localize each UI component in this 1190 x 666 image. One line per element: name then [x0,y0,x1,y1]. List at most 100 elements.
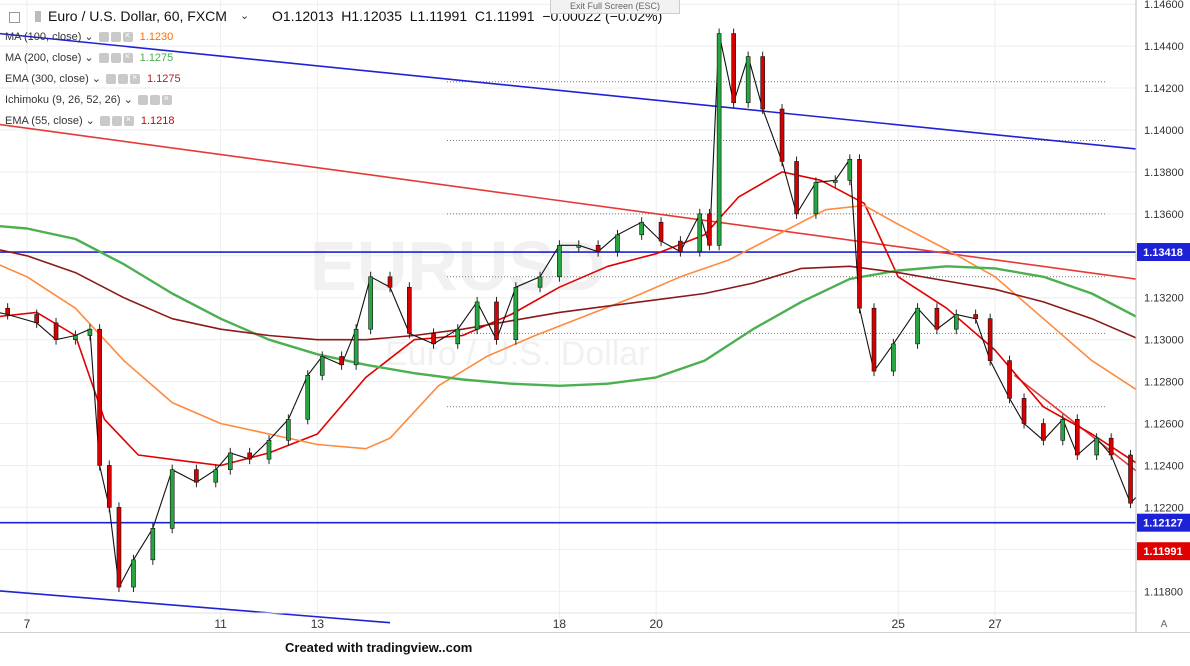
candle-body [731,33,736,104]
price-label-bg [1137,542,1190,561]
date-tick-label: 25 [892,617,906,631]
auto-scale-button[interactable]: A [1161,619,1168,630]
candle-body [813,182,819,215]
candle-body [760,56,765,110]
candle-body [697,213,703,252]
indicator-label: EMA (300, close) [5,72,89,85]
candle-body [615,234,620,252]
candle-body [987,318,993,361]
axes: 1.118001.120001.122001.124001.126001.128… [0,0,1190,632]
candle-body [73,335,78,340]
candle-body [658,221,664,242]
candle-body [116,507,122,588]
candle-body [537,276,543,288]
price-tick-label: 1.14600 [1144,0,1184,11]
settings-icon[interactable] [149,94,160,105]
indicator-label: EMA (55, close) [5,114,83,127]
price-tick-label: 1.13200 [1144,293,1184,305]
candle-body [266,439,272,460]
candle-body [34,314,39,324]
candle-body [871,307,877,372]
candle-body [1041,423,1046,441]
candle-body [213,469,219,483]
candle-body [857,159,862,309]
candle-body [431,333,436,345]
chevron-down-icon[interactable]: ⌄ [84,31,94,43]
chevron-down-icon[interactable]: ⌄ [123,94,133,106]
plot-area[interactable] [0,28,1190,624]
series-line-ma-100 [0,204,1136,450]
price-tick-label: 1.14200 [1144,83,1184,95]
candle-body [169,469,175,529]
price-tick-label: 1.12800 [1144,377,1184,389]
candle-body [247,452,252,460]
exit-fullscreen-button[interactable]: Exit Full Screen (ESC) [550,0,680,14]
price-label-bg [1137,513,1190,532]
price-tick-label: 1.12400 [1144,460,1184,472]
candle-body [1060,419,1066,441]
chevron-down-icon[interactable]: ⌄ [84,52,94,64]
chevron-down-icon[interactable]: ⌄ [85,115,95,127]
price-label-value: 1.12127 [1143,518,1183,530]
trend-line-descending-red [1013,374,1136,472]
price-label-bg [1137,243,1190,262]
settings-icon[interactable] [117,73,128,84]
chevron-down-icon[interactable]: ⌄ [91,73,101,85]
eye-icon[interactable] [98,52,109,63]
candle-body [891,343,896,372]
candle-body [305,375,311,420]
settings-icon[interactable] [111,115,122,126]
candle-body [707,213,712,246]
settings-icon[interactable] [110,31,121,42]
candle-body [227,452,233,470]
candle-body [339,356,344,366]
indicator-row[interactable]: MA (200, close) ⌄ × 1.1275 [5,51,173,69]
close-icon[interactable]: × [122,30,133,42]
candle-body [319,356,325,376]
indicator-label: MA (100, close) [5,30,82,43]
candle-body [915,307,920,345]
symbol-icon [9,12,20,23]
eye-icon[interactable] [105,73,116,84]
interval-chevron-down-icon[interactable]: ⌄ [240,10,250,22]
candle-body [779,108,785,162]
eye-icon[interactable] [99,115,110,126]
trend-line-upper-channel [0,32,1136,150]
symbol-title[interactable]: Euro / U.S. Dollar, 60, FXCM [48,8,227,24]
candle-body [368,276,373,330]
indicator-value: 1.1275 [146,72,181,85]
close-icon[interactable]: × [161,93,172,105]
candle-body [557,245,562,278]
candle-body [513,286,519,340]
candle-body [106,465,112,508]
eye-icon[interactable] [98,31,109,42]
candle-body [1007,360,1012,399]
candle-body [953,314,959,330]
close-icon[interactable]: × [129,72,140,84]
candle-body [131,559,136,588]
close-icon[interactable]: × [122,51,133,63]
settings-icon[interactable] [110,52,121,63]
series-line-ema-300 [0,249,1136,341]
close-icon[interactable]: × [123,114,134,126]
exit-fullscreen-label: Exit Full Screen (ESC) [569,1,661,11]
date-tick-label: 18 [553,617,567,631]
indicator-row[interactable]: Ichimoku (9, 26, 52, 26) ⌄ × [5,93,179,111]
indicator-row[interactable]: EMA (300, close) ⌄ × 1.1275 [5,72,181,90]
indicator-row[interactable]: EMA (55, close) ⌄ × 1.1218 [5,114,175,132]
candle-body [353,328,359,366]
eye-icon[interactable] [137,94,148,105]
price-tick-label: 1.13800 [1144,167,1184,179]
candle-body [53,322,59,340]
indicator-value: 1.1218 [140,114,175,127]
candle-body [678,240,683,252]
indicator-label: Ichimoku (9, 26, 52, 26) [5,93,121,106]
grid [0,0,1136,629]
indicator-row[interactable]: MA (100, close) ⌄ × 1.1230 [5,30,173,48]
candle-body [973,314,978,319]
candle-body [1021,398,1027,424]
date-tick-label: 13 [311,617,325,631]
indicator-value: 1.1275 [139,51,174,64]
